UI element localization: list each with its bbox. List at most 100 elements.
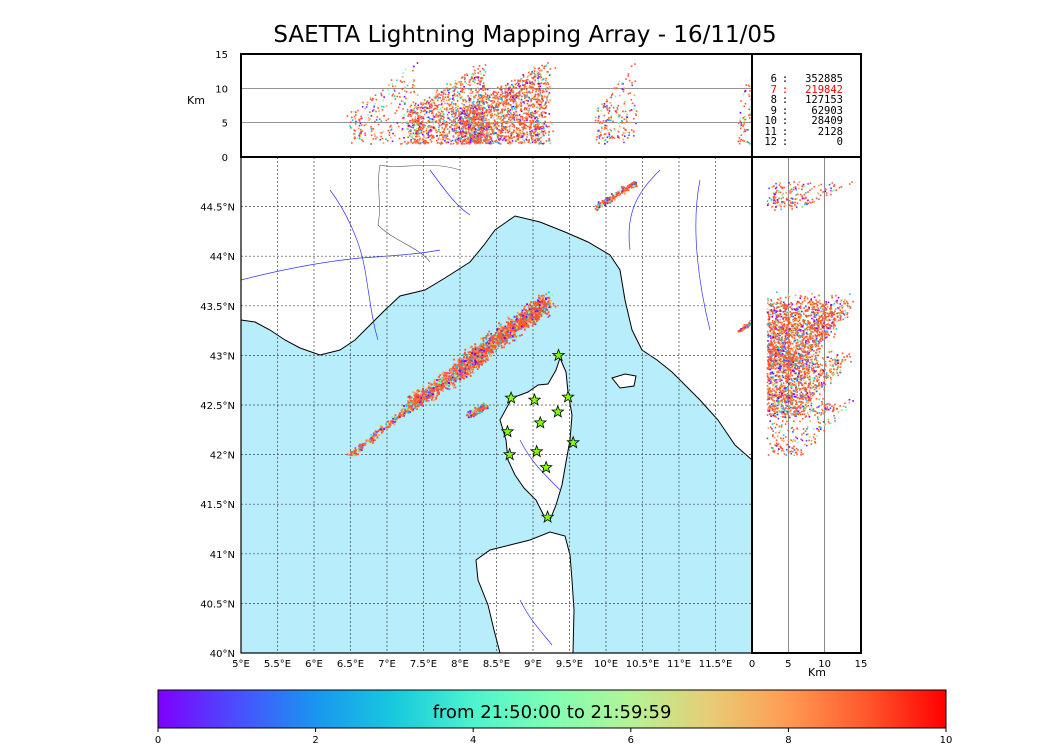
source-point-map bbox=[475, 413, 478, 416]
source-point-map bbox=[547, 291, 550, 294]
source-point-top bbox=[457, 126, 459, 129]
source-point-top bbox=[370, 143, 372, 145]
source-point-top bbox=[425, 127, 428, 130]
source-point-top bbox=[423, 135, 425, 137]
source-point-top bbox=[508, 92, 510, 95]
source-point-map bbox=[354, 454, 357, 457]
source-point-map bbox=[541, 309, 543, 311]
source-point-top bbox=[404, 141, 406, 143]
source-point-top bbox=[443, 98, 446, 100]
source-point-top bbox=[390, 124, 392, 127]
source-point-map bbox=[476, 355, 479, 358]
source-point-map bbox=[458, 362, 461, 365]
source-point-map bbox=[407, 407, 409, 410]
source-point-map bbox=[469, 375, 472, 377]
source-point-top bbox=[463, 91, 465, 94]
source-point-top bbox=[470, 88, 472, 91]
source-point-map bbox=[603, 201, 606, 204]
source-point-map bbox=[479, 409, 482, 412]
source-point-top bbox=[426, 111, 428, 113]
source-point-top bbox=[486, 130, 488, 132]
source-point-map bbox=[513, 331, 516, 334]
source-point-top bbox=[438, 130, 440, 132]
source-point-map bbox=[523, 317, 526, 320]
source-point-top bbox=[455, 129, 458, 132]
source-point-map bbox=[607, 199, 610, 202]
source-point-map bbox=[409, 405, 412, 408]
source-point-top bbox=[454, 139, 457, 142]
source-point-map bbox=[513, 315, 516, 318]
source-point-top bbox=[443, 116, 445, 119]
source-point-map bbox=[443, 377, 446, 380]
source-point-top bbox=[410, 130, 412, 132]
source-point-map bbox=[379, 425, 382, 428]
source-point-map bbox=[507, 321, 510, 324]
source-point-top bbox=[448, 122, 451, 125]
source-point-map bbox=[498, 336, 501, 339]
source-point-top bbox=[496, 86, 499, 89]
source-point-top bbox=[441, 98, 444, 100]
source-point-top bbox=[415, 106, 418, 108]
source-point-map bbox=[469, 351, 471, 353]
source-point-map bbox=[403, 412, 406, 415]
source-point-top bbox=[418, 122, 420, 124]
source-point-top bbox=[456, 95, 459, 98]
source-point-top bbox=[467, 122, 469, 125]
source-point-top bbox=[448, 91, 450, 94]
source-point-map bbox=[432, 396, 435, 399]
source-point-map bbox=[413, 394, 416, 397]
source-point-map bbox=[627, 189, 630, 192]
source-point-map bbox=[748, 322, 751, 324]
source-point-map bbox=[486, 355, 488, 357]
source-point-map bbox=[516, 320, 519, 322]
source-point-map bbox=[514, 321, 517, 324]
source-point-top bbox=[513, 98, 516, 101]
source-point-map bbox=[453, 367, 456, 370]
source-point-top bbox=[436, 95, 439, 98]
source-point-top bbox=[433, 102, 435, 104]
source-point-top bbox=[439, 120, 441, 123]
source-point-map bbox=[435, 397, 438, 400]
source-point-map bbox=[454, 386, 457, 389]
source-point-top bbox=[387, 89, 389, 91]
source-point-top bbox=[440, 112, 442, 115]
source-point-map bbox=[465, 377, 468, 379]
source-point-top bbox=[514, 106, 516, 108]
source-point-map bbox=[530, 312, 533, 314]
source-point-top bbox=[531, 77, 533, 79]
source-point-top bbox=[406, 109, 409, 111]
source-point-map bbox=[441, 377, 443, 380]
source-point-map bbox=[606, 202, 609, 205]
source-point-top bbox=[428, 103, 430, 105]
source-point-top bbox=[545, 115, 547, 118]
source-point-top bbox=[444, 102, 446, 105]
source-point-top bbox=[447, 117, 449, 119]
source-point-top bbox=[447, 108, 450, 111]
source-point-top bbox=[554, 67, 557, 69]
source-point-map bbox=[476, 350, 479, 352]
source-point-top bbox=[437, 115, 439, 117]
source-point-top bbox=[502, 125, 505, 128]
source-point-top bbox=[349, 121, 352, 124]
source-point-top bbox=[476, 82, 479, 85]
source-point-top bbox=[520, 136, 523, 138]
source-point-map bbox=[626, 185, 629, 188]
source-point-top bbox=[415, 139, 418, 142]
source-point-map bbox=[631, 182, 634, 185]
source-point-map bbox=[459, 374, 462, 377]
source-point-top bbox=[359, 133, 362, 136]
source-point-map bbox=[492, 342, 494, 345]
source-point-map bbox=[450, 368, 453, 371]
source-point-top bbox=[415, 141, 417, 143]
source-point-top bbox=[509, 89, 512, 92]
source-point-map bbox=[545, 292, 548, 295]
source-point-map bbox=[467, 416, 470, 419]
source-point-top bbox=[542, 89, 544, 92]
source-point-map bbox=[547, 301, 550, 303]
source-point-top bbox=[534, 94, 537, 96]
source-point-top bbox=[419, 106, 422, 109]
source-point-top bbox=[491, 141, 493, 144]
source-point-top bbox=[464, 130, 467, 133]
source-point-map bbox=[500, 332, 503, 334]
source-point-top bbox=[507, 89, 510, 92]
